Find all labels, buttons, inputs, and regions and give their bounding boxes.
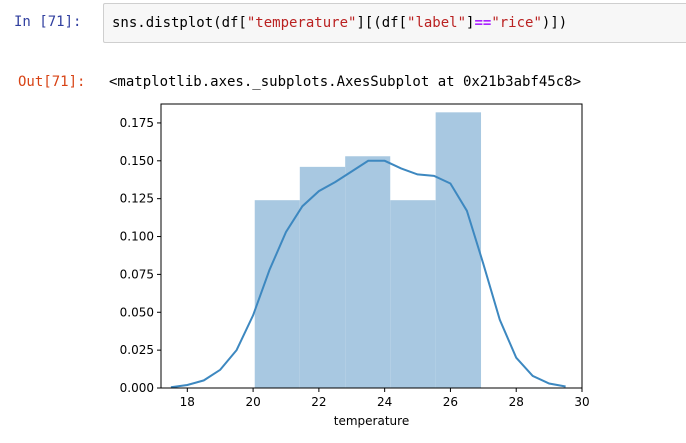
histogram-bars — [254, 112, 482, 389]
y-tick-label: 0.175 — [120, 116, 154, 130]
x-tick-label: 18 — [180, 395, 195, 409]
x-tick-label: 20 — [245, 395, 260, 409]
code-operator: == — [474, 15, 492, 31]
kde-line — [170, 159, 566, 389]
code-string: "temperature" — [246, 15, 357, 31]
y-ticks: 0.000 0.025 0.050 0.075 0.100 0.125 0.150 0.175 — [120, 116, 161, 395]
output-text: <matplotlib.axes._subplots.AxesSubplot a… — [109, 74, 582, 90]
input-prompt: In [71]: — [14, 14, 82, 30]
output-prompt: Out[71]: — [18, 74, 86, 90]
y-tick-label: 0.050 — [120, 305, 154, 319]
x-ticks: 18 20 22 24 26 28 30 — [180, 388, 590, 409]
x-axis-label: temperature — [334, 414, 409, 428]
y-tick-label: 0.025 — [120, 343, 154, 357]
code-part: )]) — [541, 15, 568, 31]
x-tick-label: 30 — [574, 395, 589, 409]
histogram-bar — [299, 166, 346, 388]
code-string: "label" — [407, 15, 467, 31]
x-tick-label: 22 — [311, 395, 326, 409]
histogram-bar — [254, 200, 300, 388]
histogram-bar — [435, 112, 482, 389]
y-tick-label: 0.100 — [120, 230, 154, 244]
code-string: "rice" — [491, 15, 542, 31]
code-input-area[interactable]: sns.distplot(df["temperature"][(df["labe… — [103, 3, 686, 43]
x-tick-label: 24 — [377, 395, 392, 409]
code-part: sns.distplot(df[ — [112, 15, 247, 31]
code-part: ][(df[ — [356, 15, 408, 31]
y-tick-label: 0.150 — [120, 154, 154, 168]
x-tick-label: 28 — [509, 395, 524, 409]
code-part: ] — [466, 15, 475, 31]
x-tick-label: 26 — [443, 395, 458, 409]
axes-frame — [160, 103, 583, 389]
histogram-bar — [345, 156, 391, 388]
y-tick-label: 0.125 — [120, 192, 154, 206]
y-tick-label: 0.000 — [120, 381, 154, 395]
y-tick-label: 0.075 — [120, 267, 154, 281]
code-text[interactable]: sns.distplot(df["temperature"][(df["labe… — [112, 13, 567, 33]
histogram-bar — [390, 200, 436, 388]
